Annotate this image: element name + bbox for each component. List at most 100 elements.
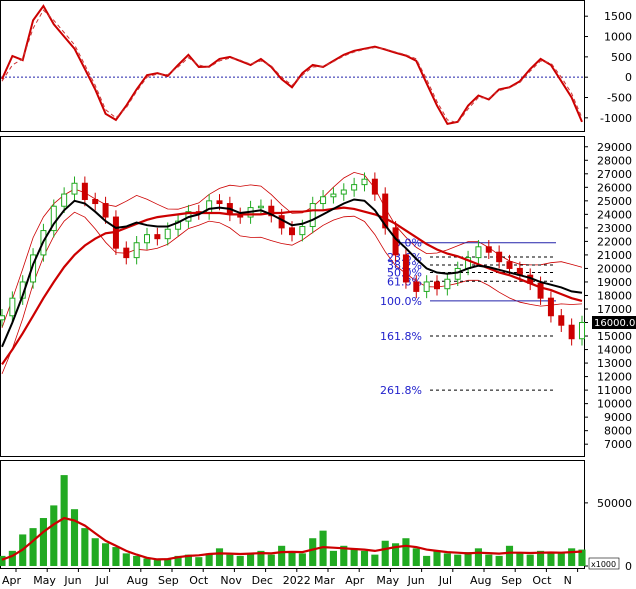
volume-bar [526, 554, 534, 566]
candle-body [454, 267, 461, 280]
volume-bar [236, 555, 244, 566]
price-tick-label: 7000 [604, 438, 632, 451]
volume-bar [350, 548, 358, 566]
x-tick-label: Nov [220, 574, 242, 587]
candle-body [81, 182, 88, 200]
volume-bar [112, 547, 120, 566]
volume-tick-label: 0 [625, 560, 632, 573]
x-tick-label: Mar [314, 574, 335, 587]
volume-tick-label: 50000 [597, 497, 632, 510]
candle-body [537, 282, 544, 299]
oscillator-panel-frame [0, 0, 585, 132]
price-panel: 2900028000270002600025000240002300022000… [0, 141, 632, 451]
x-tick-label: Jul [95, 574, 109, 587]
price-tick-label: 22000 [597, 235, 632, 248]
volume-bar [102, 543, 110, 566]
price-tick-label: 15000 [597, 330, 632, 343]
candle-body [485, 246, 492, 253]
x-tick-label: Jun [63, 574, 81, 587]
candle-body [496, 251, 503, 263]
x-tick-label: 2022 [283, 574, 311, 587]
volume-bar [184, 554, 192, 566]
price-tick-label: 26000 [597, 181, 632, 194]
candle-body [50, 205, 57, 232]
osc-tick-label: 500 [611, 51, 632, 64]
volume-bar [392, 543, 400, 566]
price-tick-label: 23000 [597, 222, 632, 235]
candle-body [9, 297, 16, 317]
candle-body [340, 189, 347, 195]
candle-body [413, 281, 420, 292]
volume-bar [247, 553, 255, 566]
candle-body [289, 227, 295, 236]
volume-bar [153, 559, 161, 566]
price-tick-label: 17000 [597, 303, 632, 316]
ma-fast-line [1, 198, 583, 348]
volume-ma-line [1, 516, 583, 561]
candle-body [144, 234, 150, 244]
volume-bar [60, 475, 68, 566]
volume-bar [309, 538, 317, 566]
volume-bar [278, 545, 286, 566]
candle-body [71, 182, 78, 195]
volume-bar [371, 554, 379, 566]
volume-bar [505, 545, 514, 566]
candle-body [444, 278, 451, 290]
volume-bar [164, 558, 172, 566]
candle-body [402, 254, 409, 283]
volume-bar [568, 548, 576, 566]
candle-body [423, 281, 430, 292]
volume-bar [91, 538, 99, 566]
candle-body [30, 254, 37, 283]
volume-bar [454, 554, 462, 566]
volume-bar [226, 554, 234, 566]
price-tick-label: 13000 [597, 357, 632, 370]
volume-bar [433, 550, 441, 566]
volume-bar [81, 528, 89, 566]
price-tick-label: 10000 [597, 398, 632, 411]
candle-body [92, 198, 99, 205]
lower-band-line [1, 211, 583, 375]
fib-level-label: 0.0% [394, 237, 422, 250]
x-tick-label: N [564, 574, 572, 587]
candle-body [351, 184, 358, 191]
volume-bar [70, 509, 79, 566]
volume-bar [8, 550, 16, 566]
x-tick-label: Aug [470, 574, 491, 587]
x-tick-label: Oct [189, 574, 209, 587]
candle-body [154, 234, 161, 240]
candle-body [330, 193, 337, 198]
osc-tick-label: 1000 [604, 31, 632, 44]
volume-bar [412, 548, 420, 566]
volume-bar [381, 540, 389, 566]
upper-band-line [1, 171, 583, 329]
volume-bar [537, 550, 545, 566]
volume-bar [474, 548, 482, 566]
candle-body [299, 226, 306, 236]
osc-tick-label: -1000 [600, 112, 632, 125]
x-tick-label: Oct [532, 574, 552, 587]
fib-level-label: 161.8% [380, 330, 422, 343]
candle-body [320, 196, 327, 205]
volume-bar [329, 550, 337, 566]
volume-bar [557, 553, 565, 566]
candle-body [216, 200, 223, 205]
volume-unit-box: x1000 [588, 557, 620, 570]
volume-bar [423, 555, 431, 566]
candle-body [579, 322, 585, 340]
oscillator-signal-line [1, 9, 583, 124]
price-tick-label: 28000 [597, 154, 632, 167]
volume-bar [464, 552, 472, 566]
osc-tick-label: 1500 [604, 10, 632, 23]
volume-bar [205, 553, 213, 566]
volume-bar [133, 555, 141, 566]
oscillator-panel: 1500 1000 500 0 -500 -1000 [1, 4, 632, 126]
volume-bar [443, 553, 451, 566]
fib-level-label: 100.0% [380, 295, 422, 308]
candle-body [506, 261, 513, 269]
price-tick-label: 27000 [597, 168, 632, 181]
x-tick-label: Jul [438, 574, 452, 587]
last-price-badge [592, 316, 636, 329]
price-tick-label: 8000 [604, 425, 632, 438]
volume-bar [578, 549, 586, 566]
